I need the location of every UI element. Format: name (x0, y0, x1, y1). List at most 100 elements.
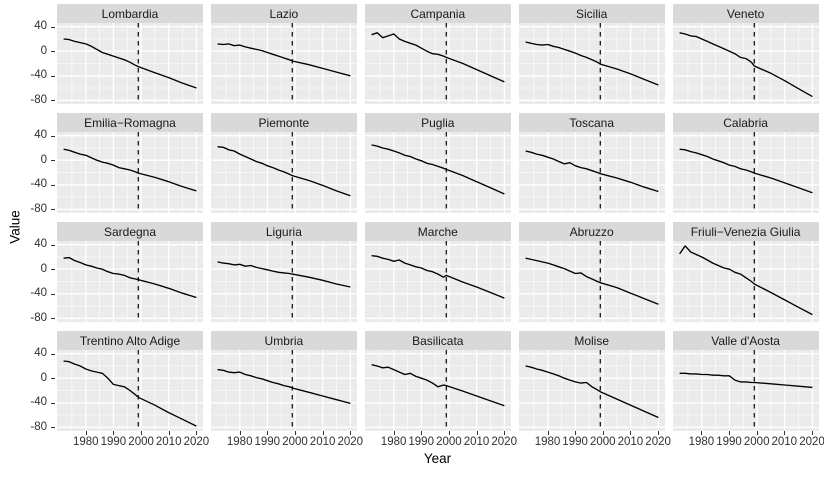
y-axis-tick-label: -80 (30, 202, 47, 215)
facet-strip-title: Calabria (672, 113, 819, 132)
trend-line (525, 41, 659, 86)
trend-line (371, 255, 505, 299)
trend-line (217, 146, 351, 197)
trend-line (678, 245, 813, 316)
y-axis-tick-mark (51, 209, 55, 211)
facet-panel (518, 241, 665, 322)
facet-panel (210, 241, 357, 322)
facet-panel (672, 350, 819, 431)
y-axis-tick-mark (51, 184, 55, 186)
facet-strip-title: Lombardia (57, 4, 203, 23)
x-axis-tick-mark (701, 431, 703, 435)
x-axis-tick-mark (756, 431, 758, 435)
x-axis-tick-label: 2020 (645, 436, 671, 448)
x-axis-tick-mark (729, 431, 730, 435)
x-axis-tick-mark (602, 431, 604, 435)
facet-panel (518, 350, 665, 431)
facet-panel (518, 132, 665, 213)
facet-strip-title: Molise (518, 331, 665, 350)
facet-strip-title: Liguria (210, 222, 357, 241)
y-axis-tick-mark (51, 26, 55, 28)
x-axis-tick-label: 1980 (534, 436, 561, 448)
x-axis-tick-mark (350, 431, 352, 435)
facet-panel (364, 23, 511, 104)
trend-line (371, 32, 505, 83)
x-axis-tick-mark (547, 431, 549, 435)
x-axis-tick-label: 2000 (743, 436, 770, 448)
x-axis-tick-label: 2020 (799, 436, 824, 448)
x-axis-tick-label: 2010 (463, 436, 490, 448)
y-axis-tick-mark (51, 51, 55, 53)
y-axis-tick-label: -40 (30, 396, 47, 409)
facet-strip-title: Sicilia (518, 4, 665, 23)
x-axis-tick-label: 1980 (380, 436, 407, 448)
x-axis-tick-mark (504, 431, 506, 435)
x-axis-tick-label: 2000 (436, 436, 462, 448)
y-axis-tick-mark (51, 353, 55, 355)
y-axis-tick-mark (51, 318, 55, 320)
y-axis-tick-label: -40 (30, 69, 47, 82)
x-axis-tick-mark (85, 431, 87, 435)
trend-line (371, 144, 505, 195)
x-axis-tick-label: 2010 (309, 436, 336, 448)
trend-line (525, 365, 659, 419)
y-axis-tick-label: -40 (30, 287, 47, 300)
facet-panel (57, 132, 203, 213)
x-axis-tick-mark (575, 431, 577, 435)
y-axis-tick-label: -80 (30, 420, 47, 433)
x-axis-tick-label: 2000 (590, 436, 616, 448)
y-axis-tick-label: 40 (34, 347, 47, 360)
facet-strip-title: Valle d'Aosta (672, 331, 819, 350)
facet-panel (210, 350, 357, 431)
y-axis-tick-label: -80 (30, 93, 47, 106)
facet-panel (518, 23, 665, 104)
x-axis-tick-label: 2010 (771, 436, 798, 448)
y-axis-tick-label: 0 (40, 153, 47, 166)
x-axis-tick-mark (196, 431, 198, 435)
x-axis-tick-mark (630, 431, 632, 435)
trend-line (63, 360, 197, 427)
y-axis-tick-mark (51, 269, 55, 271)
y-axis-tick-label: 40 (34, 129, 47, 142)
x-axis-title: Year (423, 451, 452, 466)
y-axis-tick-mark (51, 378, 55, 380)
trend-line (679, 372, 813, 389)
trend-line (217, 261, 351, 288)
facet-strip-title: Emilia−Romagna (57, 113, 203, 132)
trend-line (371, 364, 505, 407)
x-axis-tick-label: 2000 (282, 436, 308, 448)
facet-strip-title: Umbria (210, 331, 357, 350)
x-axis-tick-label: 1990 (254, 436, 281, 448)
facet-panel (57, 350, 203, 431)
y-axis-tick-label: 0 (40, 262, 47, 275)
x-axis-tick-mark (322, 431, 324, 435)
trend-line (217, 368, 351, 405)
x-axis-tick-mark (295, 431, 296, 435)
x-axis-tick-label: 2010 (617, 436, 644, 448)
x-axis-tick-mark (784, 431, 786, 435)
facet-panel (57, 23, 203, 104)
y-axis-tick-mark (51, 75, 55, 77)
y-axis-tick-mark (51, 293, 55, 295)
facet-panel (672, 23, 819, 104)
x-axis-tick-mark (113, 431, 115, 435)
x-axis-tick-label: 1980 (226, 436, 253, 448)
x-axis-tick-label: 2000 (128, 436, 154, 448)
x-axis-tick-label: 2020 (183, 436, 210, 448)
facet-panel (364, 350, 511, 431)
facet-panel (672, 241, 819, 322)
x-axis-tick-mark (239, 431, 241, 435)
y-axis-tick-label: 40 (34, 20, 47, 33)
trend-line (525, 257, 659, 305)
x-axis-tick-mark (141, 431, 143, 435)
facet-panel (210, 23, 357, 104)
y-axis-tick-mark (51, 244, 55, 246)
facet-strip-title: Friuli−Venezia Giulia (672, 222, 819, 241)
x-axis-tick-label: 1980 (688, 436, 715, 448)
x-axis-tick-mark (812, 431, 813, 435)
y-axis-tick-label: 40 (34, 238, 47, 251)
facet-strip-title: Veneto (672, 4, 819, 23)
facet-strip-title: Sardegna (57, 222, 203, 241)
y-axis-tick-mark (51, 160, 55, 162)
